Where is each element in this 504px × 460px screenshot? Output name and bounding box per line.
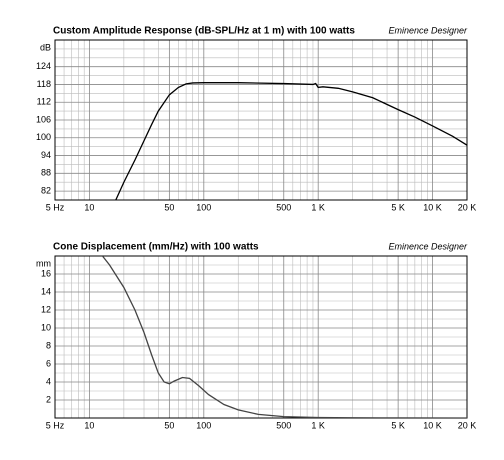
y-tick-label: 16 xyxy=(41,268,51,278)
y-tick-label: 88 xyxy=(41,168,51,178)
data-line xyxy=(115,82,467,200)
chart-title: Cone Displacement (mm/Hz) with 100 watts xyxy=(53,242,259,253)
y-tick-label: 14 xyxy=(41,286,51,296)
annotation: Eminence Designer xyxy=(388,241,468,251)
chart-title: Custom Amplitude Response (dB-SPL/Hz at … xyxy=(53,26,355,37)
y-tick-label: 94 xyxy=(41,150,51,160)
x-tick-label: 10 K xyxy=(423,202,442,212)
x-tick-label: 500 xyxy=(276,202,291,212)
x-tick-label: 50 xyxy=(164,420,174,430)
x-tick-label: 50 xyxy=(164,202,174,212)
data-line xyxy=(101,256,467,418)
x-tick-label: 100 xyxy=(196,202,211,212)
y-tick-label: 12 xyxy=(41,304,51,314)
x-tick-label: 10 xyxy=(84,420,94,430)
x-tick-label: 100 xyxy=(196,420,211,430)
x-tick-label: 1 K xyxy=(311,420,325,430)
x-tick-label: 500 xyxy=(276,420,291,430)
y-tick-label: 82 xyxy=(41,185,51,195)
y-tick-label: 6 xyxy=(46,358,51,368)
x-tick-label: 1 K xyxy=(311,202,325,212)
x-tick-label: 5 K xyxy=(391,420,405,430)
y-axis-label: dB xyxy=(40,42,51,52)
y-tick-label: 10 xyxy=(41,322,51,332)
y-tick-label: 2 xyxy=(46,394,51,404)
plot-frame xyxy=(54,255,468,419)
x-tick-label: 20 K xyxy=(458,202,477,212)
x-tick-label: 10 K xyxy=(423,420,442,430)
y-axis-label: mm xyxy=(36,258,51,268)
y-tick-label: 100 xyxy=(36,132,51,142)
y-tick-label: 112 xyxy=(37,97,51,107)
x-tick-label: 5 Hz xyxy=(46,202,65,212)
y-tick-label: 124 xyxy=(36,61,51,71)
chart: Cone Displacement (mm/Hz) with 100 watts… xyxy=(36,241,476,430)
x-tick-label: 20 K xyxy=(458,420,477,430)
x-tick-label: 10 xyxy=(84,202,94,212)
annotation: Eminence Designer xyxy=(388,25,468,35)
y-tick-label: 118 xyxy=(37,79,51,89)
y-tick-label: 106 xyxy=(36,114,51,124)
chart: Custom Amplitude Response (dB-SPL/Hz at … xyxy=(36,25,476,212)
x-tick-label: 5 K xyxy=(391,202,405,212)
y-tick-label: 8 xyxy=(46,340,51,350)
x-tick-label: 5 Hz xyxy=(46,420,65,430)
plot-frame xyxy=(54,39,468,201)
y-tick-label: 4 xyxy=(46,376,51,386)
